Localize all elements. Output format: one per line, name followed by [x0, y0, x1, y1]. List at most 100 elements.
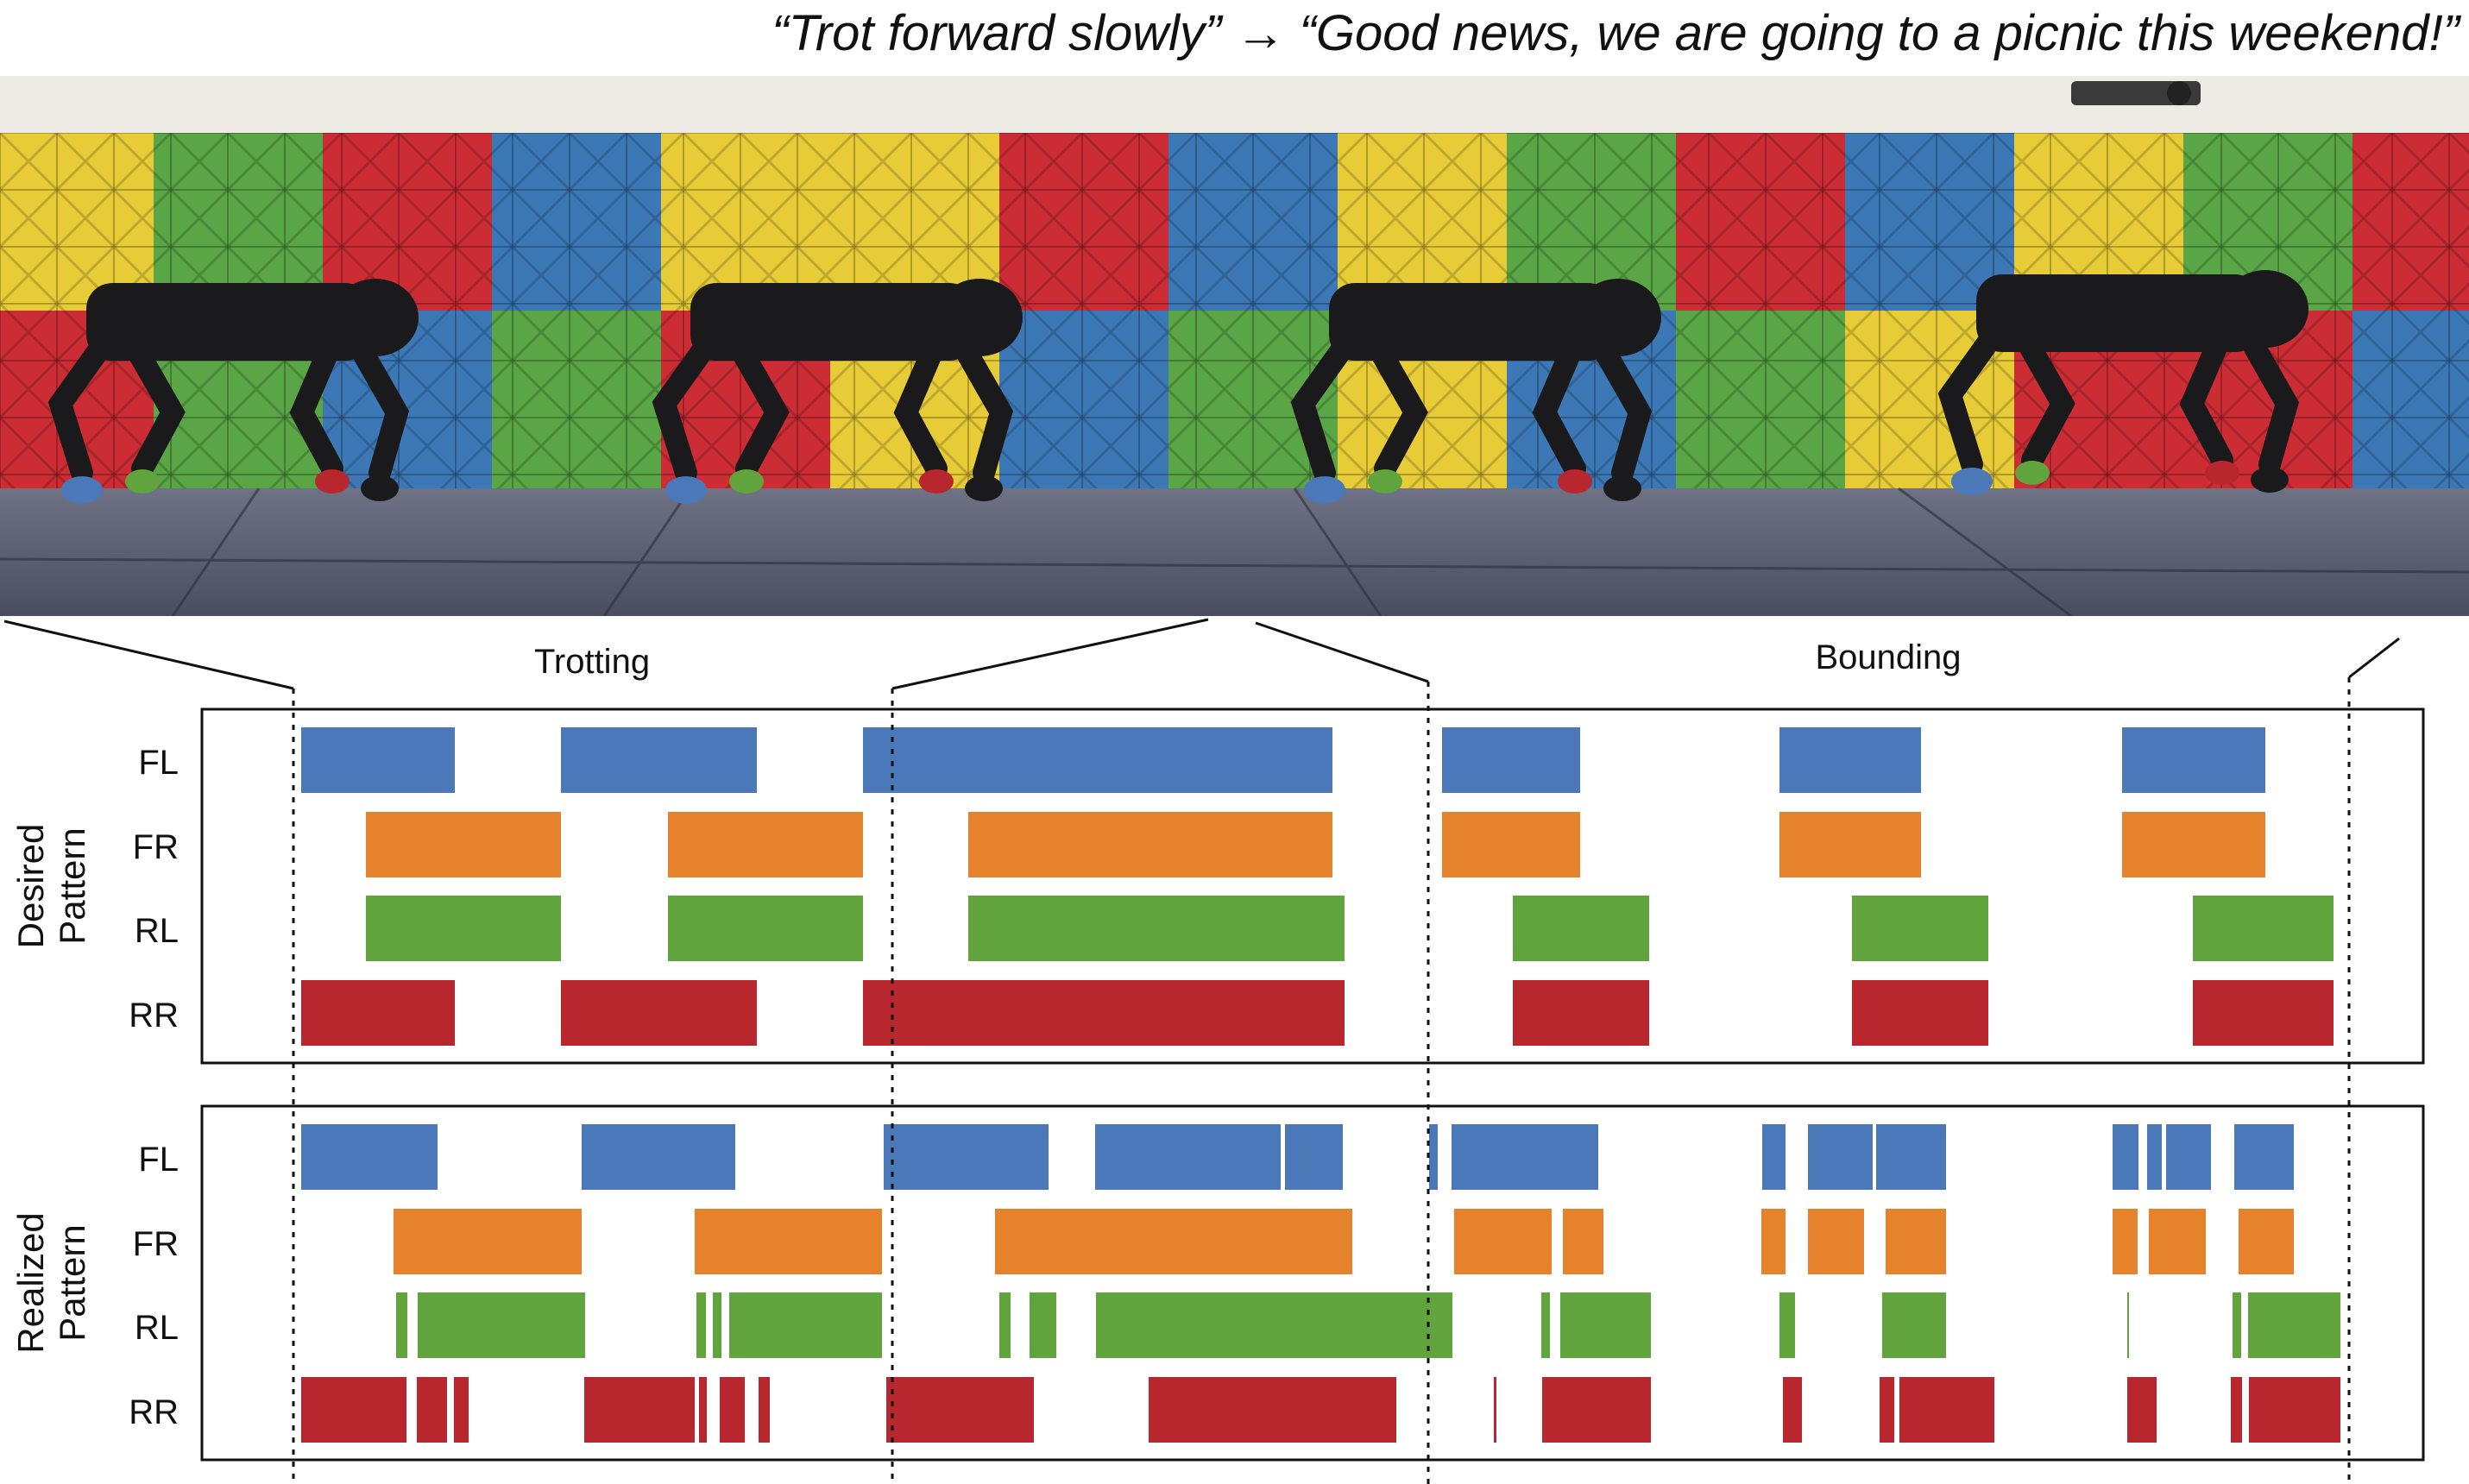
realized-fl-contact-bar: [1876, 1124, 1946, 1190]
realized-rl-contact-bar: [2127, 1292, 2129, 1358]
desired-leg-label-fl: FL: [138, 744, 179, 782]
realized-rl-contact-bar: [1560, 1292, 1651, 1358]
desired-fr-contact-bar: [1779, 812, 1921, 877]
realized-rl-contact-bar: [1882, 1292, 1946, 1358]
desired-rl-contact-bar: [2193, 896, 2334, 961]
realized-fr-contact-bar: [1761, 1209, 1786, 1274]
desired-rr-contact-bar: [1852, 980, 1988, 1046]
realized-fl-contact-bar: [582, 1124, 735, 1190]
quadruped-robot-icon: [47, 279, 419, 504]
desired-fl-contact-bar: [561, 727, 757, 793]
realized-rr-contact-bar: [1880, 1377, 1894, 1443]
realized-fl-contact-bar: [884, 1124, 1049, 1190]
floor: [0, 488, 2469, 616]
desired-pattern-panel: [200, 707, 2425, 1065]
realized-rr-contact-bar: [759, 1377, 770, 1443]
realized-rr-contact-bar: [720, 1377, 745, 1443]
desired-rr-contact-bar: [863, 980, 1345, 1046]
realized-rl-contact-bar: [1096, 1292, 1452, 1358]
desired-pattern-title-line1: Desired: [10, 824, 51, 949]
desired-fr-contact-bar: [1442, 812, 1580, 877]
realized-rr-contact-bar: [1542, 1377, 1651, 1443]
realized-leg-label-fl: FL: [138, 1141, 179, 1179]
ceiling-camera-icon: [2071, 81, 2201, 105]
desired-rr-contact-bar: [2193, 980, 2334, 1046]
caption-bar: “Trot forward slowly” → “Good news, we a…: [772, 5, 2461, 61]
realized-rl-contact-bar: [418, 1292, 585, 1358]
realized-fl-contact-bar: [2166, 1124, 2211, 1190]
realized-fr-contact-bar: [1808, 1209, 1864, 1274]
robot-sequence: [47, 270, 2308, 504]
ceiling: [0, 76, 2469, 133]
desired-rl-contact-bar: [1852, 896, 1988, 961]
desired-fl-contact-bar: [2122, 727, 2265, 793]
realized-pattern-panel: [200, 1104, 2425, 1462]
caption-text: “Trot forward slowly” → “Good news, we a…: [772, 5, 2461, 61]
realized-fr-contact-bar: [2149, 1209, 2206, 1274]
realized-rl-contact-bar: [729, 1292, 882, 1358]
desired-fr-contact-bar: [668, 812, 863, 877]
realized-rl-contact-bar: [2233, 1292, 2241, 1358]
quadruped-robot-icon: [1290, 279, 1661, 504]
realized-rr-contact-bar: [2127, 1377, 2157, 1443]
desired-fr-contact-bar: [968, 812, 1332, 877]
realized-rr-contact-bar: [1149, 1377, 1396, 1443]
realized-rr-contact-bar: [2231, 1377, 2242, 1443]
realized-fl-contact-bar: [1762, 1124, 1786, 1190]
desired-fr-contact-bar: [366, 812, 561, 877]
realized-rr-contact-bar: [301, 1377, 406, 1443]
phase-label-bounding: Bounding: [1815, 638, 1961, 676]
realized-rl-contact-bar: [1030, 1292, 1056, 1358]
phase-label-trotting: Trotting: [534, 643, 650, 681]
desired-rr-contact-bar: [1513, 980, 1649, 1046]
desired-rl-contact-bar: [1513, 896, 1649, 961]
realized-fl-contact-bar: [2147, 1124, 2162, 1190]
realized-rr-contact-bar: [1899, 1377, 1994, 1443]
desired-pattern-title-line2: Pattern: [52, 827, 92, 944]
realized-rr-contact-bar: [1783, 1377, 1802, 1443]
realized-fl-contact-bar: [301, 1124, 438, 1190]
quadruped-robot-icon: [1937, 270, 2308, 495]
realized-fl-contact-bar: [1452, 1124, 1598, 1190]
realized-leg-label-fr: FR: [133, 1225, 179, 1263]
desired-fl-contact-bar: [863, 727, 1332, 793]
realized-fr-contact-bar: [1886, 1209, 1946, 1274]
desired-rr-contact-bar: [301, 980, 455, 1046]
realized-fr-contact-bar: [695, 1209, 882, 1274]
realized-fr-contact-bar: [995, 1209, 1352, 1274]
phase-boundary-lines: [292, 677, 2351, 1484]
realized-fl-contact-bar: [1285, 1124, 1343, 1190]
realized-fl-contact-bar: [2113, 1124, 2138, 1190]
desired-leg-label-rl: RL: [135, 912, 179, 950]
realized-fl-contact-bar: [2234, 1124, 2294, 1190]
realized-fl-contact-bar: [1808, 1124, 1873, 1190]
realized-rl-contact-bar: [1541, 1292, 1550, 1358]
realized-rl-contact-bar: [2248, 1292, 2340, 1358]
desired-fl-contact-bar: [1779, 727, 1921, 793]
gait-bars: [301, 727, 2340, 1443]
realized-rl-contact-bar: [999, 1292, 1011, 1358]
realized-rr-contact-bar: [1494, 1377, 1496, 1443]
desired-fl-contact-bar: [1442, 727, 1580, 793]
realized-fr-contact-bar: [1454, 1209, 1552, 1274]
desired-rl-contact-bar: [366, 896, 561, 961]
desired-fr-contact-bar: [2122, 812, 2265, 877]
realized-rl-contact-bar: [396, 1292, 407, 1358]
realized-rr-contact-bar: [454, 1377, 469, 1443]
realized-rr-contact-bar: [2249, 1377, 2340, 1443]
realized-pattern-title-line1: Realized: [10, 1212, 51, 1353]
quadruped-robot-icon: [652, 279, 1023, 504]
realized-pattern-title-line2: Pattern: [52, 1224, 92, 1341]
realized-rr-contact-bar: [886, 1377, 1034, 1443]
realized-rl-contact-bar: [713, 1292, 721, 1358]
realized-fr-contact-bar: [394, 1209, 582, 1274]
realized-rr-contact-bar: [699, 1377, 707, 1443]
desired-leg-label-rr: RR: [129, 997, 179, 1034]
realized-leg-label-rl: RL: [135, 1309, 179, 1347]
desired-leg-label-fr: FR: [133, 828, 179, 866]
realized-leg-label-rr: RR: [129, 1393, 179, 1431]
desired-rr-contact-bar: [561, 980, 757, 1046]
desired-rl-contact-bar: [968, 896, 1345, 961]
realized-fr-contact-bar: [2113, 1209, 2138, 1274]
realized-rr-contact-bar: [584, 1377, 695, 1443]
